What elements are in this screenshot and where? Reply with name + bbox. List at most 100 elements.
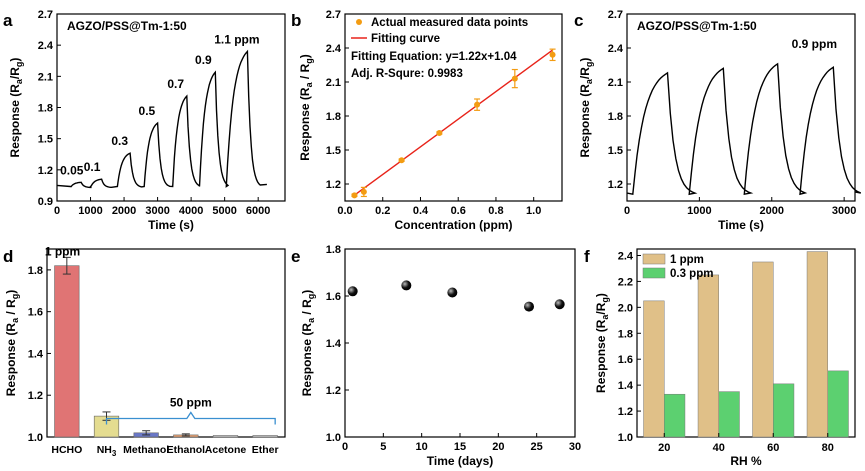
y-tick-label: 2.4 [326,43,342,55]
category-name: HCHO [51,444,82,456]
data-point [401,280,412,291]
y-tick-label: 1.8 [28,265,43,277]
y-axis-label-sub: g [14,62,24,68]
y-tick-label: 1.8 [618,328,633,340]
response-line [626,62,862,196]
bar [697,274,719,438]
panel-c: 1.2 1.5 1.8 2.1 2.4 2.7 0 1000 2000 3000 Time (s) R… [578,9,862,232]
y-axis-label-sub: a [14,78,24,84]
panel-letter: f [584,247,590,266]
concentration-label: 0.1 [84,160,101,174]
category-name: Ether [252,444,279,456]
y-axis-label: Response (Ra/Rg) [8,58,24,158]
y-tick-label: 1.2 [28,390,43,402]
y-tick-label: 1.8 [326,111,341,123]
data-point [447,287,458,298]
x-tick-label: 5000 [212,205,236,217]
category-name: NH [97,444,112,456]
y-tick-label: 2.1 [38,71,53,83]
y-tick-label: 1.4 [618,380,634,392]
plot-frame [344,248,576,438]
x-tick-label: 60 [767,442,779,454]
y-tick-label: 1.0 [28,432,43,444]
y-tick-label: 1.4 [326,338,342,350]
x-tick-label: 0.8 [488,205,503,217]
bar [664,393,686,438]
y-axis-label-part: Response (R [298,87,312,161]
y-axis-label-part: / R [298,63,312,82]
x-tick-label: 0.6 [451,205,466,217]
y-axis-label-part: / R [4,299,18,318]
x-tick-label: Acetone [205,444,247,456]
legend-label: 1 ppm [670,254,704,266]
x-tick-label: 0 [342,441,348,453]
legend-swatch [642,253,666,265]
x-tick-label: 4000 [179,205,203,217]
concentration-label: 0.3 [111,134,128,148]
plot-frame [344,13,563,202]
y-tick-label: 1.4 [28,348,44,360]
panel-e: 1.0 1.2 1.4 1.6 1.8 0 5 10 15 20 25 30 Time (days) Re… [300,244,581,468]
sample-annotation: AGZO/PSS@Tm-1:50 [637,19,757,33]
y-tick-label: 2.7 [326,9,341,21]
x-axis-label: Concentration (ppm) [395,218,513,232]
group-brace [105,411,276,425]
x-tick-label: 80 [822,442,834,454]
y-tick-label: 1.2 [38,165,53,177]
x-tick-label: 3000 [145,205,169,217]
x-axis-label: RH % [730,454,762,468]
y-tick-label: 1.2 [326,179,341,191]
x-tick-label: 1.0 [526,205,541,217]
legend-swatch [642,267,666,279]
y-axis-label-part: / R [300,299,314,318]
bar [54,265,80,438]
y-axis-label: Response (Ra/Rg) [578,58,594,158]
legend-label: 0.3 ppm [670,268,713,280]
y-tick-label: 1.8 [608,111,623,123]
x-tick-label: 0.2 [375,205,390,217]
y-axis-label-part: Response (R [300,323,314,397]
y-axis-label: Response (Ra / Rg) [4,290,20,397]
data-point [549,51,556,58]
y-tick-label: 2.1 [326,77,341,89]
bar [643,300,665,438]
r-square: Adj. R-Squre: 0.9983 [351,68,463,80]
x-tick-label: HCHO [51,444,82,456]
y-tick-label: 1.6 [326,291,341,303]
x-tick-label: 1000 [687,205,711,217]
y-tick-label: 1.8 [326,244,341,256]
concentration-label: 0.7 [167,77,184,91]
y-axis-label-sub: a [304,81,314,87]
y-axis-label-part: /R [8,67,22,79]
concentration-label: 0.9 [195,53,212,67]
x-tick-label: 2000 [112,205,136,217]
y-axis-label-sub: g [10,294,20,300]
x-tick-label: 2000 [760,205,784,217]
y-axis-label-sub: g [304,58,314,64]
y-axis-label-part: /R [594,302,608,314]
panel-letter: c [574,11,583,30]
x-tick-label: 5 [380,441,386,453]
x-tick-label: 0 [624,205,630,217]
panel-letter: b [291,11,301,30]
y-axis-label-sub: g [600,297,610,303]
x-tick-label: 0.4 [413,205,429,217]
y-tick-label: 2.4 [618,250,634,262]
y-axis-label-part: ) [300,290,314,294]
x-tick-label: 1000 [78,205,102,217]
panel-letter: a [3,11,13,30]
x-axis-label: Time (days) [427,454,493,468]
data-point [347,286,358,297]
bar [773,383,795,438]
y-tick-label: 0.9 [38,196,53,208]
y-tick-label: 1.0 [326,432,341,444]
y-axis-label-part: Response (R [594,319,608,393]
plot-frame [636,248,856,438]
fitting-equation: Fitting Equation: y=1.22x+1.04 [351,51,517,63]
y-tick-label: 2.4 [608,43,624,55]
x-tick-label: 20 [658,442,670,454]
bar [252,435,278,438]
x-tick-label: 10 [416,441,428,453]
y-axis-label-sub: a [10,317,20,323]
fitting-line [354,49,553,196]
